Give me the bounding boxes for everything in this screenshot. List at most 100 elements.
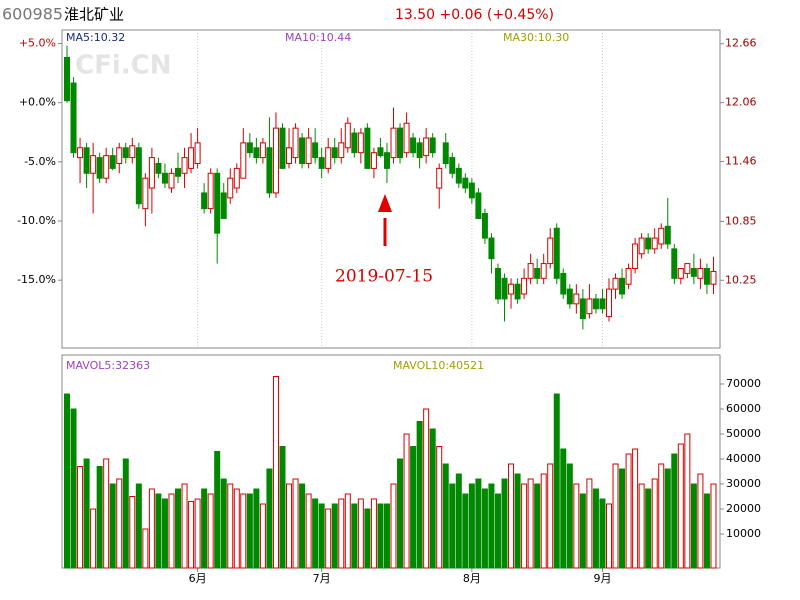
candle-body — [442, 142, 449, 164]
volume-bar — [201, 488, 208, 569]
candle-body — [508, 283, 515, 295]
volume-bar — [573, 483, 580, 569]
candle-body — [207, 172, 214, 210]
candle-body — [161, 172, 168, 184]
candle-body — [181, 157, 188, 174]
volume-bar — [233, 488, 240, 569]
candle-body — [586, 298, 593, 315]
candle-body — [240, 142, 247, 179]
stock-name: 淮北矿业 — [64, 6, 124, 24]
volume-bar — [684, 433, 691, 569]
volume-bar — [357, 498, 364, 569]
volume-bar — [540, 473, 547, 569]
candle-body — [214, 172, 221, 234]
volume-bar — [181, 483, 188, 569]
candle-body — [253, 147, 260, 159]
candle-body — [638, 237, 645, 255]
y-tick-label: 70000 — [726, 377, 761, 390]
volume-bar — [286, 483, 293, 569]
volume-bar — [207, 493, 214, 569]
volume-bar — [90, 508, 97, 569]
candle-body — [429, 137, 436, 154]
y2-tick-label: -10.0% — [17, 214, 56, 227]
candle-body — [377, 147, 384, 157]
candle-body — [625, 268, 632, 285]
volume-bar — [240, 493, 247, 569]
volume-bar — [253, 488, 260, 569]
candle-body — [475, 192, 482, 219]
candle-body — [227, 177, 234, 199]
volume-bar — [632, 448, 639, 569]
volume-bar — [194, 498, 201, 569]
candle-body — [436, 167, 443, 189]
volume-bar — [547, 463, 554, 569]
x-tick-label: 6月 — [189, 572, 207, 585]
volume-bar — [70, 408, 77, 569]
volume-bar — [220, 478, 227, 569]
y2-tick-label: -5.0% — [24, 155, 56, 168]
candle-body — [351, 132, 358, 154]
y2-tick-label: +5.0% — [19, 36, 56, 49]
volume-bar — [292, 478, 299, 569]
arrow-head — [378, 194, 392, 212]
candle-body — [527, 263, 534, 279]
volume-bar — [462, 493, 469, 569]
candle-body — [109, 155, 116, 169]
candle-body — [619, 277, 626, 295]
volume-bar — [116, 478, 123, 569]
volume-bar — [651, 478, 658, 569]
volume-bar — [592, 488, 599, 569]
ma5-label: MA5:10.32 — [66, 31, 125, 44]
candle-body — [344, 122, 351, 149]
candle-body — [357, 132, 364, 154]
volume-bar — [403, 433, 410, 569]
candle-body — [103, 155, 110, 179]
candle-body — [122, 147, 129, 159]
volume-bar — [227, 483, 234, 569]
candle-body — [70, 82, 77, 154]
candle-body — [175, 167, 182, 177]
volume-bar — [168, 493, 175, 569]
volume-bar — [312, 498, 319, 569]
candle-body — [383, 152, 390, 169]
volume-bar — [305, 493, 312, 569]
annotation: 2019-07-15 — [335, 267, 433, 287]
y-tick-label: 50000 — [726, 427, 761, 440]
volume-bar — [397, 458, 404, 569]
volume-bar — [449, 483, 456, 569]
volume-bar — [527, 478, 534, 569]
volume-bar — [331, 503, 338, 569]
candle-body — [142, 177, 149, 210]
volume-bar — [579, 493, 586, 569]
volume-bar — [534, 483, 541, 569]
candle-body — [534, 268, 541, 279]
y-tick-label: 30000 — [726, 477, 761, 490]
ma10-label: MA10:10.44 — [285, 31, 351, 44]
volume-bar — [521, 483, 528, 569]
x-tick-label: 7月 — [313, 572, 331, 585]
y-tick-label: 20000 — [726, 502, 761, 515]
volume-bar — [566, 463, 573, 569]
volume-bar — [148, 488, 155, 569]
candle-body — [129, 145, 136, 159]
volume-bar — [83, 458, 90, 569]
volume-bar — [625, 453, 632, 569]
candle-body — [553, 227, 560, 279]
candle-body — [325, 147, 332, 169]
candle-body — [605, 288, 612, 318]
candle-body — [710, 270, 717, 285]
volume-bar — [325, 508, 332, 569]
candle-body — [338, 142, 345, 159]
stock-code: 600985 — [2, 5, 63, 24]
quote: 13.50 +0.06 (+0.45%) — [395, 7, 554, 23]
volume-bar — [690, 483, 697, 569]
volume-bar — [122, 458, 129, 569]
volume-bar — [142, 528, 149, 569]
volume-bar — [103, 458, 110, 569]
volume-bar — [658, 463, 665, 569]
volume-bar — [508, 463, 515, 569]
volume-bar — [416, 421, 423, 569]
candle-body — [90, 155, 97, 174]
volume-bar — [599, 498, 606, 569]
